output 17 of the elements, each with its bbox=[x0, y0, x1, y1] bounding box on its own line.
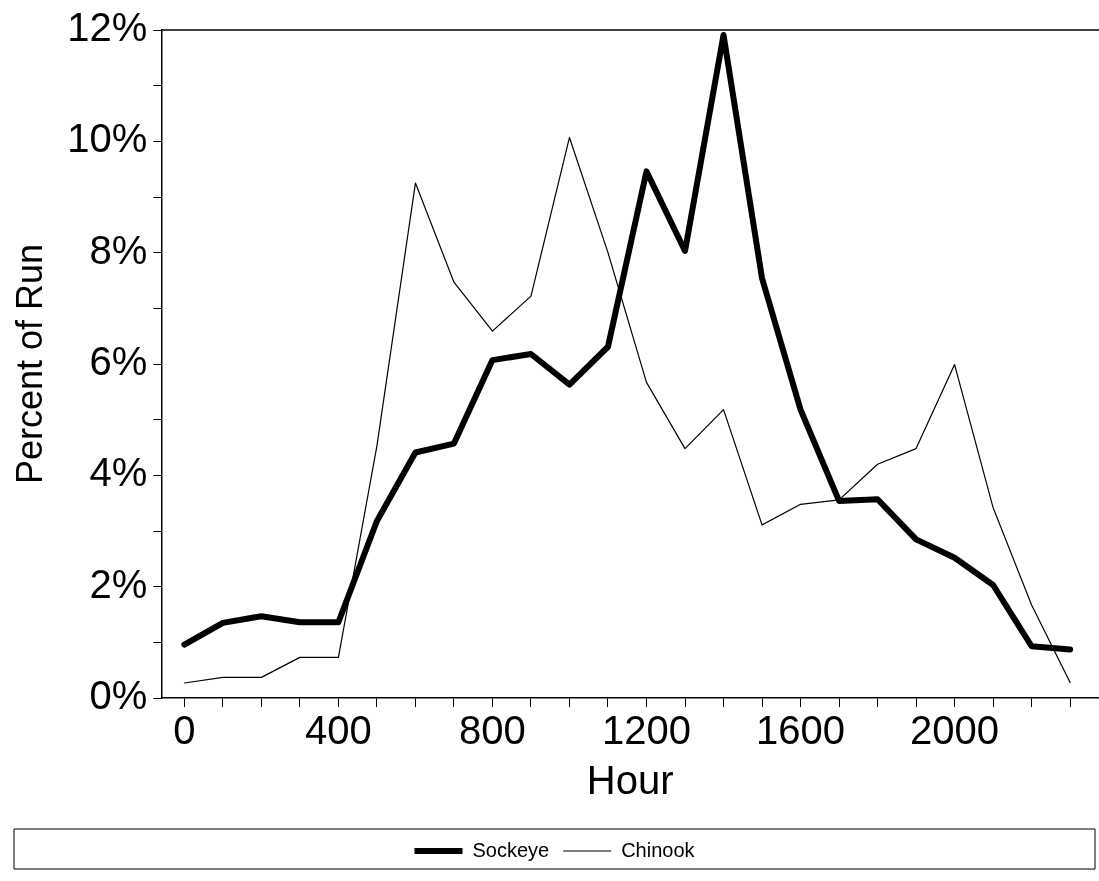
y-tick-label: 10% bbox=[67, 116, 148, 161]
y-tick-label: 0% bbox=[89, 673, 148, 718]
x-tick-label: 400 bbox=[305, 708, 372, 753]
y-tick-label: 6% bbox=[89, 339, 148, 384]
x-axis-title: Hour bbox=[586, 758, 674, 803]
x-tick-label: 1600 bbox=[756, 708, 846, 753]
y-tick-label: 2% bbox=[89, 561, 148, 606]
y-axis-title: Percent of Run bbox=[8, 243, 50, 485]
y-tick-label: 12% bbox=[67, 5, 148, 50]
x-tick-label: 800 bbox=[459, 708, 526, 753]
legend-label: Chinook bbox=[621, 838, 696, 861]
legend-label: Sockeye bbox=[472, 838, 550, 861]
y-tick-label: 4% bbox=[89, 450, 148, 495]
x-tick-label: 0 bbox=[173, 708, 196, 753]
x-tick-label: 1200 bbox=[602, 708, 691, 753]
x-tick-label: 2000 bbox=[910, 708, 1000, 753]
y-tick-label: 8% bbox=[89, 227, 148, 272]
